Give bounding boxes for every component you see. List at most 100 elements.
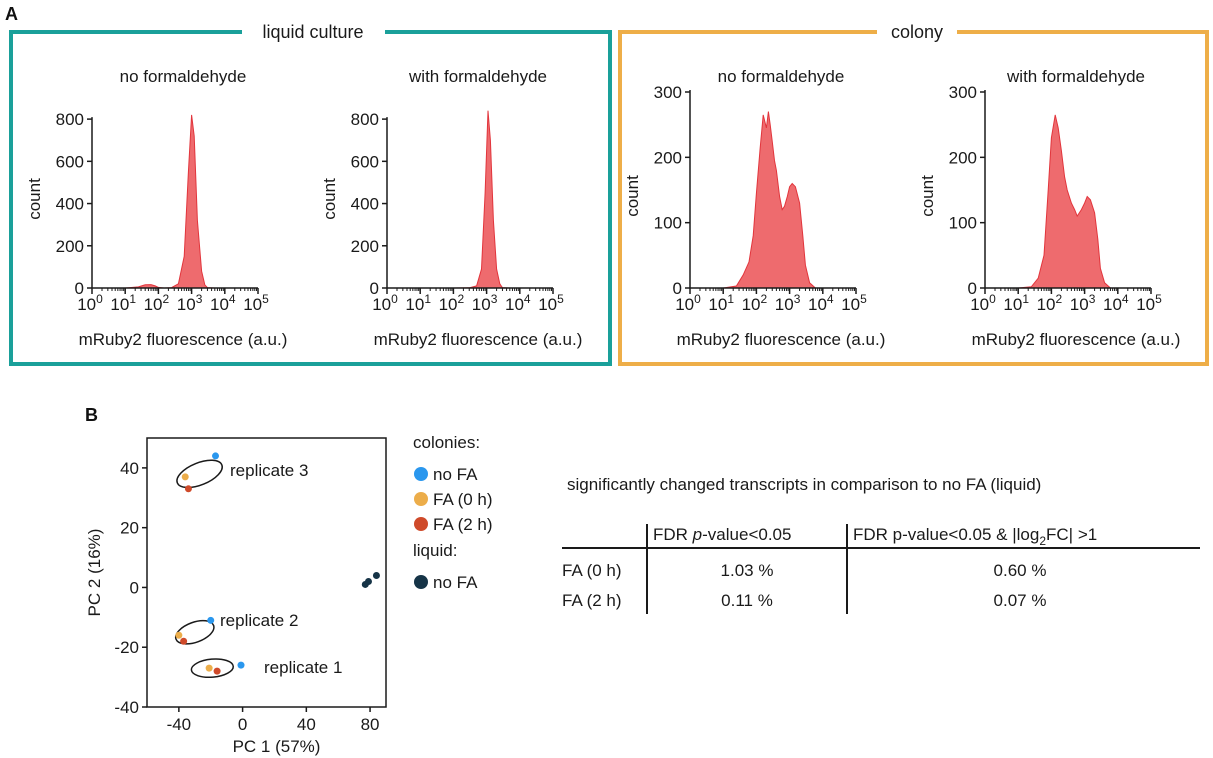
histogram-title: with formaldehyde bbox=[408, 67, 547, 86]
legend-colonies-heading: colonies: bbox=[413, 433, 480, 452]
scatter-point bbox=[372, 571, 380, 579]
y-tick-label: 200 bbox=[351, 237, 379, 256]
x-tick-label: 103 bbox=[472, 292, 498, 314]
y-tick-label: 200 bbox=[56, 237, 84, 256]
y-tick-label: 0 bbox=[968, 279, 977, 298]
replicate-label: replicate 2 bbox=[220, 611, 298, 630]
legend-marker-fa-0h bbox=[414, 492, 428, 506]
colony-frame bbox=[618, 30, 1209, 366]
x-tick-label: 103 bbox=[775, 292, 801, 314]
scatter-point bbox=[212, 452, 220, 460]
x-tick-label: 80 bbox=[361, 715, 380, 734]
legend-liquid-heading: liquid: bbox=[413, 541, 457, 560]
y-tick-label: 800 bbox=[56, 110, 84, 129]
scatter-point bbox=[180, 637, 188, 645]
y-axis-label: count bbox=[25, 178, 44, 220]
x-tick-label: 104 bbox=[210, 292, 236, 314]
x-axis-label: mRuby2 fluorescence (a.u.) bbox=[677, 330, 886, 349]
histogram-title: no formaldehyde bbox=[718, 67, 845, 86]
y-tick-label: 0 bbox=[75, 279, 84, 298]
table-header-col2: FDR p-value<0.05 & |log2FC| >1 bbox=[853, 525, 1097, 548]
x-tick-label: 102 bbox=[742, 292, 768, 314]
table-row1-value1: 1.03 % bbox=[721, 561, 774, 580]
x-tick-label: 100 bbox=[675, 292, 701, 314]
legend-marker-fa-2h bbox=[414, 517, 428, 531]
y-tick-label: 300 bbox=[654, 83, 682, 102]
x-tick-label: 105 bbox=[243, 292, 269, 314]
table-row1-label: FA (0 h) bbox=[562, 561, 622, 580]
histogram-title: no formaldehyde bbox=[120, 67, 247, 86]
x-tick-label: 100 bbox=[372, 292, 398, 314]
replicate-label: replicate 1 bbox=[264, 658, 342, 677]
x-tick-label: 104 bbox=[505, 292, 531, 314]
replicate-ellipse bbox=[176, 459, 223, 489]
pca-legend: colonies: no FA FA (0 h) FA (2 h) liquid… bbox=[413, 433, 493, 592]
x-tick-label: 105 bbox=[1136, 292, 1162, 314]
x-axis-label: PC 1 (57%) bbox=[233, 737, 321, 756]
panel-b-letter: B bbox=[85, 405, 98, 425]
y-tick-label: 0 bbox=[673, 279, 682, 298]
transcripts-table: significantly changed transcripts in com… bbox=[562, 475, 1200, 614]
histogram-area bbox=[985, 114, 1151, 289]
table-row2-value1: 0.11 % bbox=[721, 591, 773, 610]
scatter-point bbox=[364, 577, 372, 585]
histogram-liquid-with-formaldehyde: with formaldehyde 0 200 400 600 800 100 101 102 1… bbox=[320, 67, 582, 349]
scatter-point bbox=[184, 485, 192, 493]
scatter-point bbox=[213, 667, 221, 675]
x-tick-label: 104 bbox=[1103, 292, 1129, 314]
y-tick-label: 0 bbox=[370, 279, 379, 298]
y-tick-label: 0 bbox=[130, 578, 139, 597]
table-header-col1: FDR p-value<0.05 bbox=[653, 525, 791, 544]
y-tick-label: -20 bbox=[114, 638, 139, 657]
x-tick-label: 102 bbox=[439, 292, 465, 314]
x-tick-label: 101 bbox=[405, 292, 431, 314]
y-tick-label: 600 bbox=[351, 152, 379, 171]
scatter-point bbox=[237, 661, 245, 669]
table-row1-value2: 0.60 % bbox=[994, 561, 1047, 580]
y-axis-label: PC 2 (16%) bbox=[85, 529, 104, 617]
pca-plot-frame bbox=[146, 437, 387, 708]
x-tick-label: 103 bbox=[177, 292, 203, 314]
x-tick-label: -40 bbox=[167, 715, 192, 734]
x-axis-label: mRuby2 fluorescence (a.u.) bbox=[79, 330, 288, 349]
y-tick-label: -40 bbox=[114, 698, 139, 717]
legend-label-fa-0h: FA (0 h) bbox=[433, 490, 493, 509]
y-axis-label: count bbox=[623, 175, 642, 217]
histogram-title: with formaldehyde bbox=[1006, 67, 1145, 86]
scatter-point bbox=[181, 473, 189, 481]
y-tick-label: 300 bbox=[949, 83, 977, 102]
x-tick-label: 100 bbox=[970, 292, 996, 314]
x-axis-label: mRuby2 fluorescence (a.u.) bbox=[374, 330, 583, 349]
y-axis-label: count bbox=[918, 175, 937, 217]
y-tick-label: 40 bbox=[120, 459, 139, 478]
scatter-point bbox=[175, 631, 183, 639]
legend-label-no-fa-liquid: no FA bbox=[433, 573, 478, 592]
y-tick-label: 100 bbox=[654, 214, 682, 233]
replicate-ellipse bbox=[174, 619, 215, 645]
legend-marker-no-fa-colony bbox=[414, 467, 428, 481]
x-tick-label: 102 bbox=[1037, 292, 1063, 314]
replicate-label: replicate 3 bbox=[230, 461, 308, 480]
y-axis-label: count bbox=[320, 178, 339, 220]
y-tick-label: 200 bbox=[654, 148, 682, 167]
x-tick-label: 105 bbox=[841, 292, 867, 314]
histogram-area bbox=[690, 111, 856, 289]
x-tick-label: 40 bbox=[297, 715, 316, 734]
x-tick-label: 100 bbox=[77, 292, 103, 314]
colony-label: colony bbox=[891, 22, 943, 42]
scatter-point bbox=[207, 616, 215, 624]
pca-scatter-plot: -40 0 40 80 -40 -20 0 20 40 PC 1 (57%) PC 2 (16%) r… bbox=[85, 437, 387, 756]
x-tick-label: 101 bbox=[110, 292, 136, 314]
scatter-point bbox=[205, 664, 213, 672]
y-tick-label: 400 bbox=[351, 195, 379, 214]
table-row2-value2: 0.07 % bbox=[994, 591, 1047, 610]
y-tick-label: 20 bbox=[120, 519, 139, 538]
x-tick-label: 105 bbox=[538, 292, 564, 314]
legend-label-fa-2h: FA (2 h) bbox=[433, 515, 493, 534]
panel-a-letter: A bbox=[5, 4, 18, 24]
table-title: significantly changed transcripts in com… bbox=[567, 475, 1041, 494]
x-tick-label: 103 bbox=[1070, 292, 1096, 314]
